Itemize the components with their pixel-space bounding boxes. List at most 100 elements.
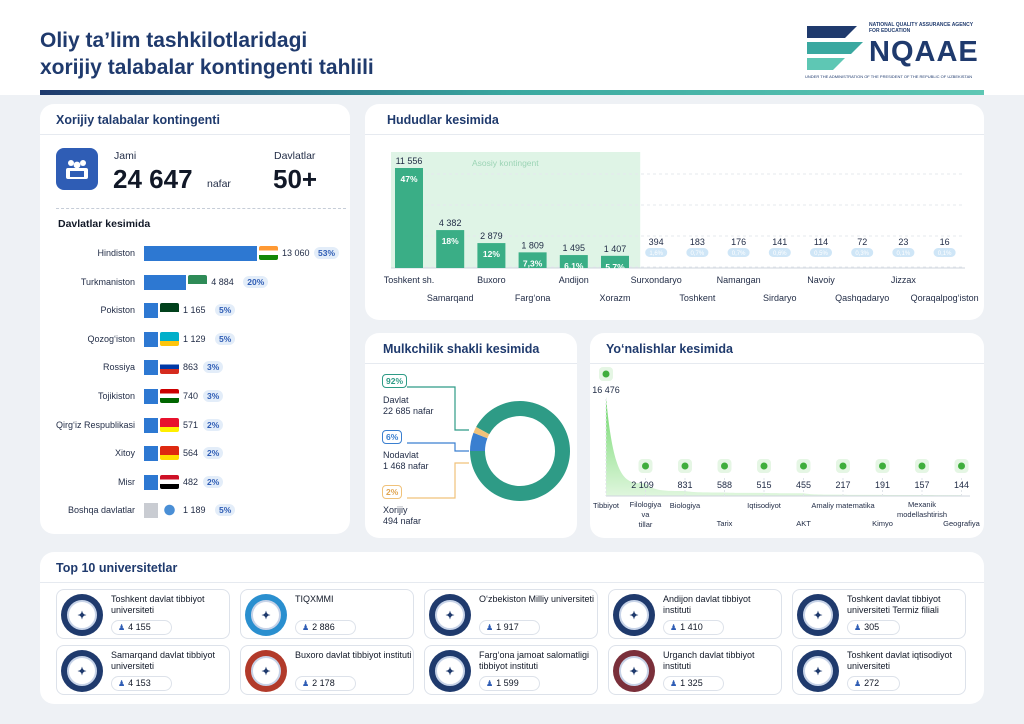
university-count-value: 1 410	[680, 622, 703, 632]
region-label: Navoiy	[807, 275, 835, 285]
country-value: 1 189	[183, 505, 206, 516]
university-card[interactable]: ✦ Toshkent davlat tibbiyot universiteti ♟ 4…	[56, 589, 230, 639]
university-count: ♟ 1 410	[663, 620, 724, 635]
ownership-private-name: Nodavlat	[383, 450, 419, 460]
medical-icon	[602, 370, 610, 378]
direction-label: Mexanik	[908, 500, 936, 509]
flag-icon	[160, 360, 179, 375]
flag-icon	[160, 446, 179, 461]
country-row: Hindiston 13 060 53%	[40, 244, 350, 264]
university-name: Buxoro davlat tibbiyot instituti	[295, 650, 412, 660]
student-icon: ♟	[118, 623, 126, 632]
card-divider	[365, 134, 984, 135]
country-bar	[144, 417, 158, 433]
direction-value: 455	[796, 480, 811, 490]
university-count-value: 1 917	[496, 622, 519, 632]
university-count: ♟ 272	[847, 676, 901, 691]
university-name: Toshkent davlat iqtisodiyot universiteti	[847, 650, 953, 671]
university-card[interactable]: ✦ Buxoro davlat tibbiyot instituti ♟ 2 178	[240, 645, 414, 695]
region-value: 4 382	[439, 218, 462, 228]
region-label: Andijon	[559, 275, 589, 285]
country-percent: 53%	[314, 247, 340, 259]
university-count-value: 4 155	[128, 622, 151, 632]
country-row: Boshqa davlatlar 1 189 5%	[40, 501, 350, 521]
main-contingent-highlight	[391, 152, 641, 268]
country-bar	[144, 503, 158, 519]
ownership-foreign-connector	[407, 462, 469, 499]
direction-value: 831	[677, 480, 692, 490]
country-name: Boshqa davlatlar	[67, 505, 135, 516]
country-percent: 20%	[243, 275, 269, 288]
university-card[interactable]: ✦ Andijon davlat tibbiyot instituti ♟ 1 410	[608, 589, 782, 639]
direction-value: 515	[756, 480, 771, 490]
university-card[interactable]: ✦ Samarqand davlat tibbiyot universiteti ♟…	[56, 645, 230, 695]
direction-value: 191	[875, 480, 890, 490]
region-percent: 0,3%	[855, 251, 869, 257]
country-percent: 2%	[203, 418, 224, 431]
page-title-line-1: Oliy ta’lim tashkilotlaridagi	[40, 29, 308, 52]
region-value: 11 556	[396, 156, 423, 166]
direction-value: 588	[717, 480, 732, 490]
total-unit: nafar	[207, 178, 231, 190]
university-emblem-icon: ✦	[245, 594, 287, 636]
region-bar	[395, 168, 423, 268]
university-card[interactable]: ✦ TIQXMMI ♟ 2 886	[240, 589, 414, 639]
flag-icon	[188, 274, 208, 289]
ownership-state-label: Davlat 22 685 nafar	[383, 395, 434, 417]
student-icon: ♟	[118, 679, 126, 688]
region-percent-pill	[933, 248, 956, 257]
university-count: ♟ 4 155	[111, 620, 172, 635]
country-name: Pokiston	[100, 305, 135, 316]
university-count-value: 1 599	[496, 678, 519, 688]
university-name: Samarqand davlat tibbiyot universiteti	[111, 650, 216, 671]
region-percent: 18%	[442, 236, 459, 246]
ownership-foreign-name: Xorijiy	[383, 505, 408, 515]
university-count-value: 1 325	[680, 678, 703, 688]
region-percent-pill	[851, 248, 874, 257]
region-label: Xorazm	[599, 293, 630, 303]
country-name: Qozog‘iston	[87, 333, 135, 344]
country-percent: 2%	[203, 447, 224, 460]
university-name: Toshkent davlat tibbiyot universiteti Te…	[847, 594, 941, 615]
region-value: 141	[772, 237, 787, 247]
university-count: ♟ 1 917	[479, 620, 540, 635]
direction-label: Amaliy matematika	[811, 501, 875, 510]
direction-label: va	[642, 510, 651, 519]
card-divider	[40, 582, 984, 583]
regions-card: Hududlar kesimida Asosiy kontingent 47% 11…	[365, 104, 984, 320]
university-card[interactable]: ✦ Farg‘ona jamoat salomatligi tibbiyot in…	[424, 645, 598, 695]
country-row: Rossiya 863 3%	[40, 358, 350, 378]
nqaae-logo: NATIONAL QUALITY ASSURANCE AGENCY FOR ED…	[805, 22, 985, 80]
university-card[interactable]: ✦ Toshkent davlat tibbiyot universiteti T…	[792, 589, 966, 639]
country-percent: 5%	[215, 332, 236, 345]
country-name: Qirg‘iz Respublikasi	[55, 419, 135, 430]
country-name: Xitoy	[114, 448, 135, 459]
ownership-foreign-label: Xorijiy 494 nafar	[383, 505, 421, 527]
country-bar	[144, 389, 158, 404]
ownership-private-value: 1 468 nafar	[383, 461, 429, 471]
directions-card: Yo‘nalishlar kesimida 16 476 Tibbiyot 2 10…	[590, 333, 984, 538]
country-name: Hindiston	[97, 248, 135, 258]
region-bar	[518, 252, 547, 268]
logo-top-text: NATIONAL QUALITY ASSURANCE AGENCY FOR ED…	[869, 22, 973, 34]
university-emblem-icon: ✦	[61, 594, 103, 636]
university-card[interactable]: ✦ Toshkent davlat iqtisodiyot universitet…	[792, 645, 966, 695]
university-emblem-inner: ✦	[619, 656, 649, 686]
region-percent: 0,1%	[938, 251, 952, 257]
region-label: Jizzax	[891, 275, 917, 285]
region-percent-pill	[727, 248, 750, 257]
country-name: Rossiya	[102, 362, 135, 373]
history-icon	[721, 462, 728, 470]
ownership-slice	[470, 432, 488, 452]
student-icon: ♟	[302, 623, 310, 632]
biology-icon	[681, 462, 689, 470]
logo-bottom-text: UNDER THE ADMINISTRATION OF THE PRESIDEN…	[805, 74, 973, 79]
university-emblem-inner: ✦	[67, 656, 97, 686]
university-card[interactable]: ✦ Urganch davlat tibbiyot instituti ♟ 1 325	[608, 645, 782, 695]
region-label: Qoraqalpog‘iston	[911, 293, 979, 303]
university-count: ♟ 1 325	[663, 676, 724, 691]
direction-label: Tibbiyot	[593, 501, 620, 510]
ownership-private-connector	[407, 442, 469, 452]
university-card[interactable]: ✦ O‘zbekiston Milliy universiteti ♟ 1 917	[424, 589, 598, 639]
